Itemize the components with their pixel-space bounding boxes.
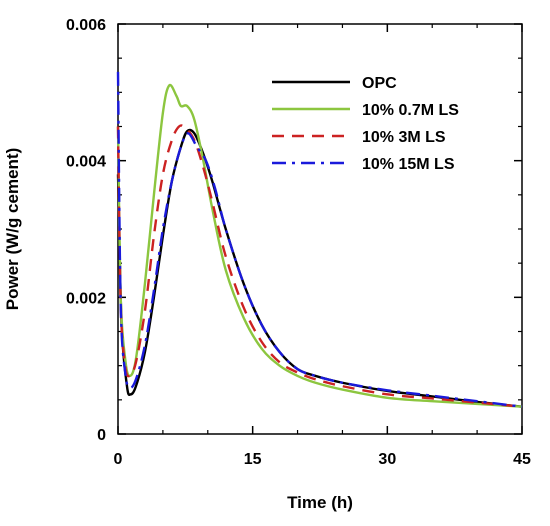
x-axis-title: Time (h)	[287, 493, 353, 512]
axis-ticks	[117, 23, 523, 435]
x-tick-label: 0	[114, 451, 123, 468]
legend-label-0: OPC	[362, 75, 397, 92]
series-line-2	[116, 124, 523, 408]
series-line-1	[116, 83, 523, 408]
series-line-3	[116, 71, 523, 408]
y-axis-title: Power (W/g cement)	[3, 148, 22, 310]
legend: OPC 10% 0.7M LS 10% 3M LS 10% 15M LS	[272, 75, 459, 173]
legend-label-1: 10% 0.7M LS	[362, 102, 459, 119]
y-tick-label: 0	[97, 427, 106, 444]
x-tick-label: 30	[378, 451, 396, 468]
x-tick-label: 45	[513, 451, 531, 468]
y-tick-label: 0.002	[66, 290, 106, 307]
y-tick-label: 0.004	[66, 154, 106, 171]
x-tick-label: 15	[244, 451, 262, 468]
series-layer	[116, 71, 523, 408]
legend-label-3: 10% 15M LS	[362, 156, 455, 173]
tick-labels: 0 15 30 45 0 0.002 0.004 0.006	[66, 17, 531, 468]
series-line-0	[116, 128, 523, 408]
legend-label-2: 10% 3M LS	[362, 129, 446, 146]
plot-frame	[117, 23, 523, 435]
y-tick-label: 0.006	[66, 17, 106, 34]
